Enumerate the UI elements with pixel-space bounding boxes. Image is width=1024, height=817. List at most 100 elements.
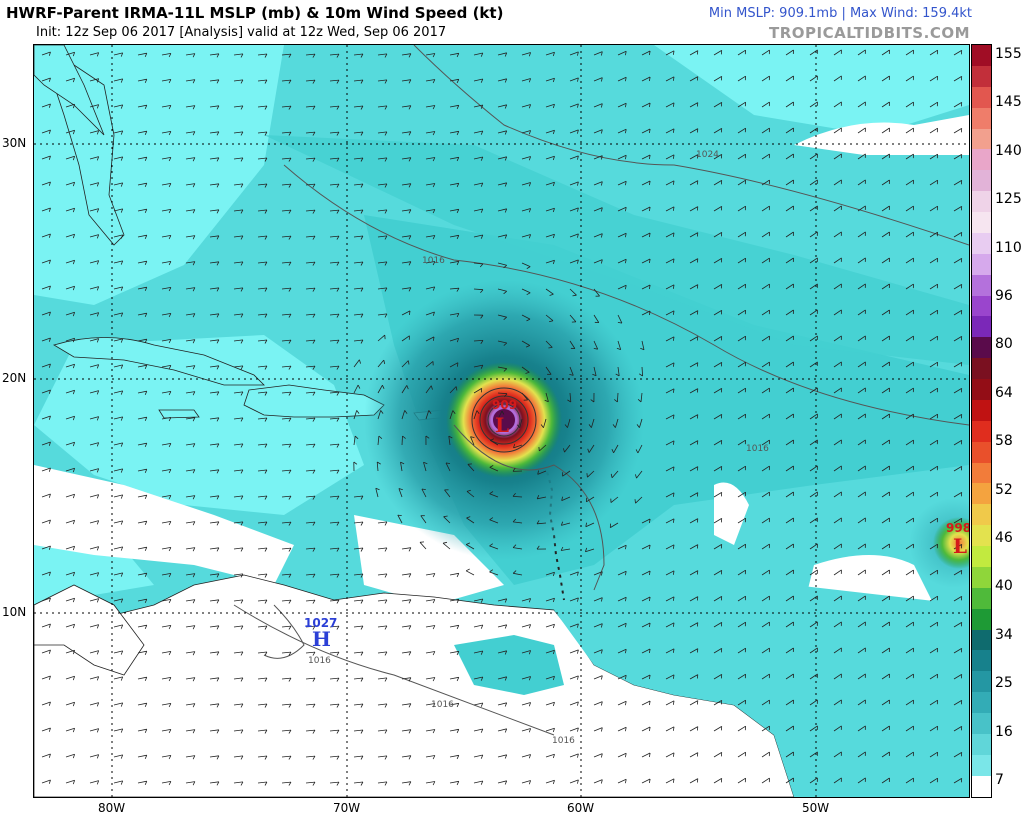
wind-barb (305, 469, 316, 472)
wind-barb (857, 387, 866, 394)
wind-barb-flag (432, 311, 435, 316)
wind-barb (881, 257, 890, 264)
wind-barb-flag (432, 209, 436, 214)
wind-barb (89, 78, 99, 82)
wind-barb (401, 599, 411, 602)
wind-barb (113, 182, 123, 186)
wind-barb-flag (312, 391, 316, 396)
wind-barb-flag (48, 753, 51, 758)
wind-barb-flag (384, 79, 388, 84)
wind-barb (161, 417, 171, 420)
wind-barb (113, 338, 123, 342)
wind-barb (833, 231, 842, 238)
wind-barb (233, 105, 243, 108)
wind-barb-flag (384, 755, 388, 760)
wind-barb (233, 729, 243, 732)
wind-barb (257, 703, 267, 706)
wind-barb-flag (288, 521, 292, 526)
wind-barb (617, 154, 627, 160)
wind-barb (881, 543, 890, 550)
wind-barb-flag (288, 755, 292, 760)
wind-barb (809, 647, 818, 654)
wind-barb-flag (288, 183, 292, 188)
wind-barb (113, 364, 123, 368)
wind-speed-colorbar (971, 44, 992, 798)
wind-barb (881, 283, 890, 290)
wind-barb (185, 495, 195, 498)
wind-barb (449, 130, 459, 134)
wind-barb-flag (216, 443, 220, 448)
wind-barb (489, 519, 499, 524)
wind-barb (689, 466, 698, 472)
wind-barb (281, 183, 292, 186)
wind-barb-flag (216, 521, 220, 526)
wind-barb-flag (312, 703, 316, 708)
wind-barb (41, 701, 51, 706)
wind-barb (185, 105, 195, 108)
wind-barb (305, 209, 316, 212)
wind-barb-flag (384, 625, 388, 630)
wind-barb-flag (625, 155, 627, 160)
wind-barb (929, 335, 938, 342)
wind-barb (329, 755, 340, 758)
wind-barb (185, 391, 195, 394)
wind-barb (569, 155, 579, 160)
wind-barb-flag (312, 209, 316, 214)
wind-barb (209, 79, 219, 82)
wind-barb (617, 340, 622, 350)
wind-barb (41, 727, 51, 732)
wind-barb (209, 495, 219, 498)
wind-barb (713, 50, 722, 56)
wind-barb (857, 179, 866, 186)
wind-barb (497, 754, 507, 758)
irma-eye (493, 409, 515, 431)
wind-barb (521, 780, 531, 784)
wind-barb (329, 547, 340, 550)
wind-barb-flag (577, 571, 579, 576)
colorbar-segment (972, 232, 991, 254)
wind-barb (953, 440, 962, 446)
wind-barb (881, 153, 890, 160)
wind-barb (713, 440, 722, 446)
wind-barb (449, 104, 459, 108)
wind-barb (401, 625, 411, 628)
wind-barb (665, 570, 675, 576)
wind-barb-flag (360, 521, 364, 526)
wind-barb-flag (240, 261, 244, 266)
wind-barb-flag (673, 518, 675, 523)
wind-barb (713, 492, 722, 498)
wind-barb-flag (168, 235, 172, 240)
wind-barb (65, 103, 75, 108)
wind-barb-flag (504, 52, 508, 57)
wind-barb-flag (144, 79, 148, 83)
forecast-map: 1024 1016 1016 1016 1016 1016 909 L 1027… (33, 44, 970, 798)
wind-barb-flag (552, 104, 555, 109)
wind-barb-flag (577, 129, 579, 134)
wind-barb-flag (120, 468, 124, 473)
wind-barb (737, 179, 746, 186)
wind-barb (113, 286, 123, 290)
wind-barb (473, 104, 483, 108)
wind-barb (761, 647, 770, 654)
wind-barb-flag (288, 391, 292, 396)
wind-barb (929, 491, 938, 498)
wind-barb (689, 232, 698, 238)
colorbar-segment (972, 128, 991, 150)
wind-barb (425, 781, 435, 784)
wind-barb-flag (408, 183, 412, 188)
wind-barb (89, 260, 99, 264)
wind-barb (545, 51, 555, 56)
wind-barb (809, 569, 818, 576)
colorbar-label: 16 (995, 723, 1013, 740)
wind-barb-flag (312, 469, 316, 474)
wind-barb (881, 439, 890, 446)
wind-barb-flag (288, 261, 292, 266)
wind-barb (65, 441, 75, 446)
wind-barb-flag (72, 650, 75, 655)
colorbar-label: 52 (995, 481, 1013, 498)
wind-barb (377, 677, 387, 680)
wind-barb-flag (625, 753, 627, 758)
wind-barb (881, 179, 890, 186)
wind-barb-flag (456, 625, 460, 630)
wind-barb-flag (378, 435, 383, 439)
